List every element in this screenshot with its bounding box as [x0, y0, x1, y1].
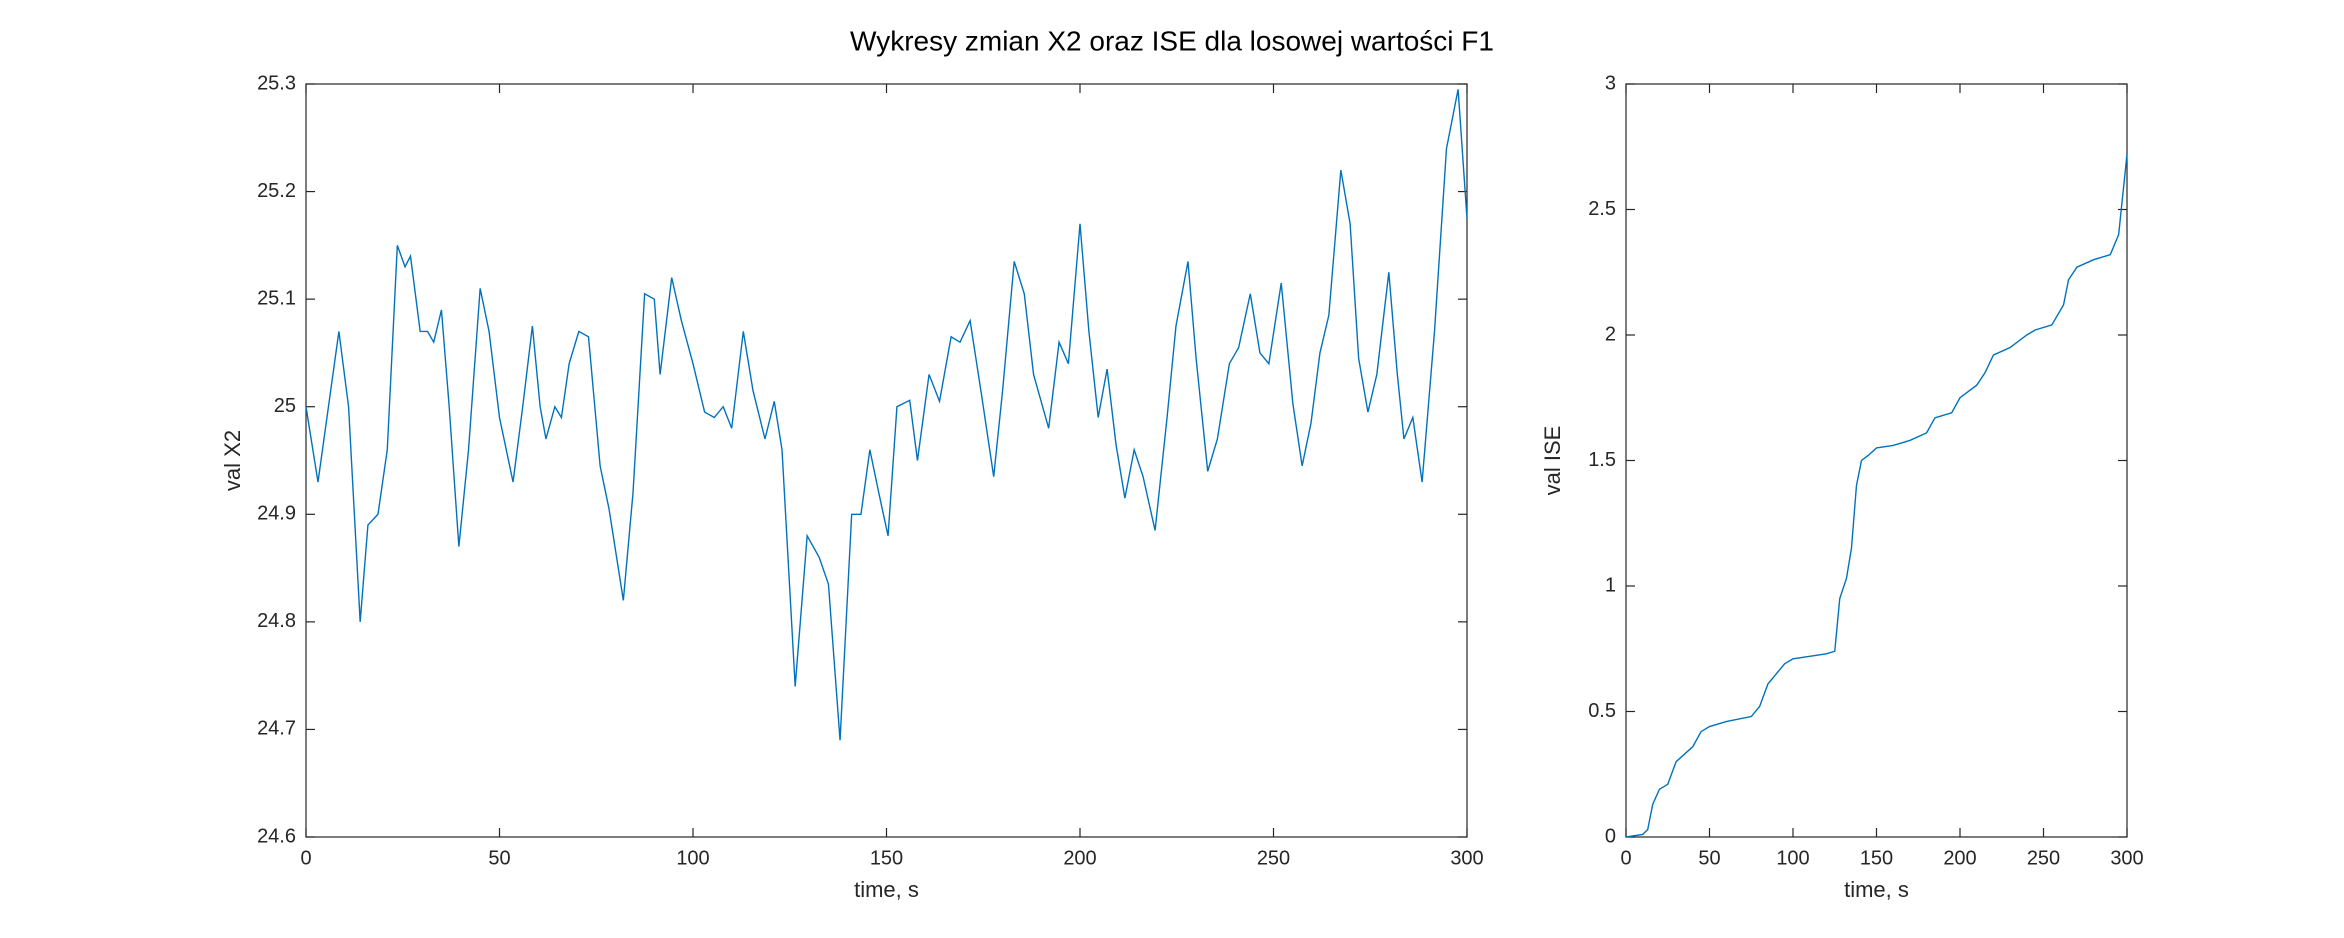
y-axis-label: val ISE: [1540, 426, 1565, 496]
x-tick-label: 50: [1698, 847, 1720, 869]
x-tick-label: 150: [870, 847, 903, 869]
x-tick-label: 100: [1776, 847, 1809, 869]
axes-box: [1625, 83, 2128, 838]
y-tick-label: 25.2: [257, 180, 296, 202]
y-tick-label: 24.9: [257, 503, 296, 525]
x-tick-label: 0: [300, 847, 311, 869]
x-axis-label: time, s: [854, 877, 919, 902]
y-tick-label: 24.8: [257, 610, 296, 632]
y-tick-label: 25: [274, 395, 296, 417]
x-tick-label: 250: [1257, 847, 1290, 869]
x-tick-label: 300: [2110, 847, 2143, 869]
x-axis-label: time, s: [1844, 877, 1909, 902]
data-line: [305, 89, 1468, 741]
x-tick-label: 0: [1620, 847, 1631, 869]
x-tick-label: 250: [2027, 847, 2060, 869]
data-line: [1625, 154, 2128, 838]
y-tick-label: 25.3: [257, 72, 296, 94]
y-tick-label: 25.1: [257, 287, 296, 309]
y-tick-label: 2: [1605, 323, 1616, 345]
y-tick-label: 2.5: [1588, 198, 1616, 220]
y-axis-label: val X2: [220, 430, 245, 491]
x-tick-label: 300: [1450, 847, 1483, 869]
y-tick-label: 0.5: [1588, 700, 1616, 722]
x-tick-label: 200: [1943, 847, 1976, 869]
x-tick-label: 150: [1860, 847, 1893, 869]
x-tick-label: 100: [676, 847, 709, 869]
y-tick-label: 1.5: [1588, 449, 1616, 471]
y-tick-label: 3: [1605, 72, 1616, 94]
y-tick-label: 24.7: [257, 718, 296, 740]
figure-title: Wykresy zmian X2 oraz ISE dla losowej wa…: [850, 25, 1494, 56]
y-tick-label: 0: [1605, 825, 1616, 847]
x-tick-label: 200: [1063, 847, 1096, 869]
x-tick-label: 50: [488, 847, 510, 869]
y-tick-label: 24.6: [257, 825, 296, 847]
axes-box: [305, 83, 1468, 838]
y-tick-label: 1: [1605, 574, 1616, 596]
